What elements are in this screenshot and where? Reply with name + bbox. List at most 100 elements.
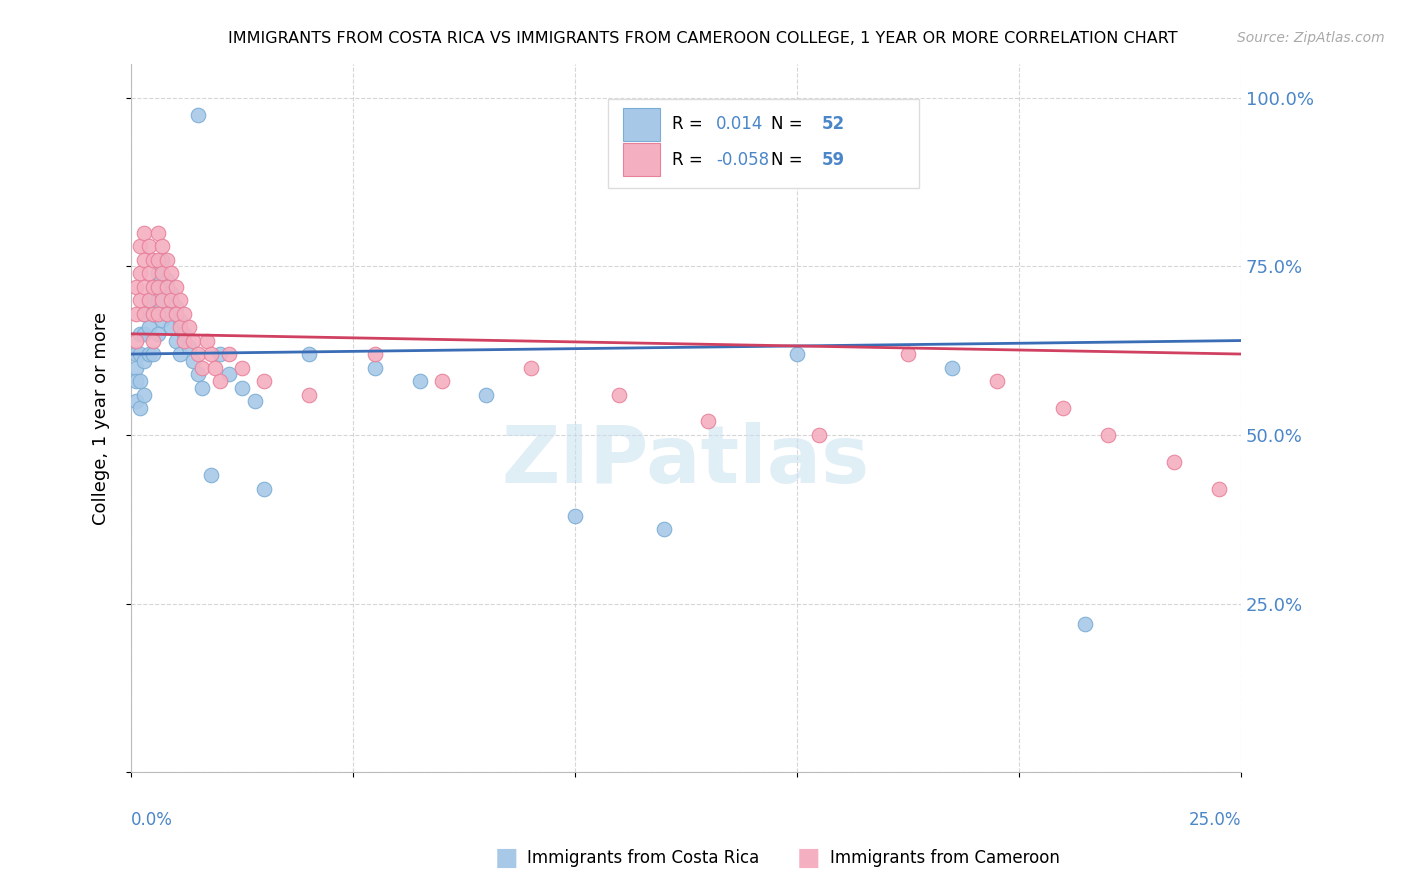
Point bbox=[160, 320, 183, 334]
Point bbox=[150, 279, 173, 293]
Point bbox=[173, 307, 195, 321]
Point bbox=[129, 326, 152, 341]
Point bbox=[195, 334, 218, 348]
Text: R =: R = bbox=[672, 151, 707, 169]
Point bbox=[142, 334, 165, 348]
Point bbox=[160, 286, 183, 301]
Point bbox=[169, 347, 191, 361]
Point bbox=[146, 252, 169, 267]
Point bbox=[138, 347, 160, 361]
Point bbox=[150, 239, 173, 253]
Point bbox=[134, 326, 156, 341]
Point bbox=[138, 293, 160, 307]
Point bbox=[146, 266, 169, 280]
Point bbox=[897, 347, 920, 361]
Point bbox=[124, 347, 146, 361]
Text: -0.058: -0.058 bbox=[716, 151, 769, 169]
Point bbox=[124, 374, 146, 388]
FancyBboxPatch shape bbox=[623, 108, 661, 141]
Text: Immigrants from Cameroon: Immigrants from Cameroon bbox=[830, 849, 1059, 867]
Text: 52: 52 bbox=[821, 115, 845, 133]
Point bbox=[124, 394, 146, 409]
Point bbox=[142, 279, 165, 293]
Point bbox=[208, 347, 231, 361]
Point bbox=[146, 279, 169, 293]
Text: Source: ZipAtlas.com: Source: ZipAtlas.com bbox=[1237, 31, 1385, 45]
Text: 0.0%: 0.0% bbox=[131, 811, 173, 829]
Point bbox=[142, 307, 165, 321]
Point bbox=[129, 374, 152, 388]
Point bbox=[129, 266, 152, 280]
Point bbox=[150, 266, 173, 280]
Text: 25.0%: 25.0% bbox=[1188, 811, 1241, 829]
Point bbox=[253, 374, 276, 388]
Point bbox=[146, 307, 169, 321]
Point bbox=[169, 320, 191, 334]
Point bbox=[187, 108, 209, 122]
Point bbox=[364, 347, 387, 361]
Point bbox=[231, 360, 253, 375]
Point bbox=[173, 326, 195, 341]
Point bbox=[519, 360, 541, 375]
Point bbox=[165, 279, 187, 293]
FancyBboxPatch shape bbox=[609, 100, 920, 188]
Point bbox=[173, 334, 195, 348]
Point bbox=[156, 279, 179, 293]
Text: R =: R = bbox=[672, 115, 707, 133]
Point bbox=[124, 279, 146, 293]
Point bbox=[1074, 616, 1097, 631]
Point bbox=[200, 347, 222, 361]
Point bbox=[253, 482, 276, 496]
Point bbox=[609, 387, 631, 401]
Text: ■: ■ bbox=[495, 847, 517, 870]
Point bbox=[156, 273, 179, 287]
Text: 59: 59 bbox=[821, 151, 845, 169]
Point bbox=[652, 522, 675, 536]
Point bbox=[150, 313, 173, 327]
Point bbox=[138, 320, 160, 334]
Point bbox=[808, 428, 831, 442]
Point bbox=[169, 313, 191, 327]
Point bbox=[564, 508, 586, 523]
Point bbox=[218, 347, 240, 361]
Point bbox=[187, 368, 209, 382]
Point bbox=[1163, 455, 1185, 469]
Point bbox=[165, 334, 187, 348]
Point bbox=[146, 326, 169, 341]
Point bbox=[165, 307, 187, 321]
Point bbox=[138, 293, 160, 307]
Point bbox=[986, 374, 1008, 388]
Point bbox=[129, 401, 152, 415]
Point bbox=[146, 293, 169, 307]
Point bbox=[160, 293, 183, 307]
Point bbox=[146, 226, 169, 240]
Point bbox=[150, 252, 173, 267]
Text: N =: N = bbox=[772, 151, 808, 169]
Point bbox=[142, 347, 165, 361]
Point bbox=[134, 307, 156, 321]
Point bbox=[142, 252, 165, 267]
Point bbox=[160, 266, 183, 280]
Point bbox=[1052, 401, 1074, 415]
Point bbox=[181, 334, 204, 348]
Point bbox=[138, 266, 160, 280]
Point bbox=[941, 360, 963, 375]
Point bbox=[1208, 482, 1230, 496]
Point bbox=[134, 353, 156, 368]
Point bbox=[231, 381, 253, 395]
Point bbox=[245, 394, 267, 409]
Point bbox=[169, 293, 191, 307]
Point bbox=[129, 239, 152, 253]
Point bbox=[124, 360, 146, 375]
Point bbox=[218, 368, 240, 382]
Text: N =: N = bbox=[772, 115, 808, 133]
Point bbox=[134, 226, 156, 240]
Point bbox=[165, 300, 187, 314]
Point bbox=[177, 320, 200, 334]
Point bbox=[129, 347, 152, 361]
Point bbox=[187, 347, 209, 361]
Point bbox=[124, 334, 146, 348]
Point bbox=[204, 360, 226, 375]
Point bbox=[142, 279, 165, 293]
Point bbox=[134, 307, 156, 321]
